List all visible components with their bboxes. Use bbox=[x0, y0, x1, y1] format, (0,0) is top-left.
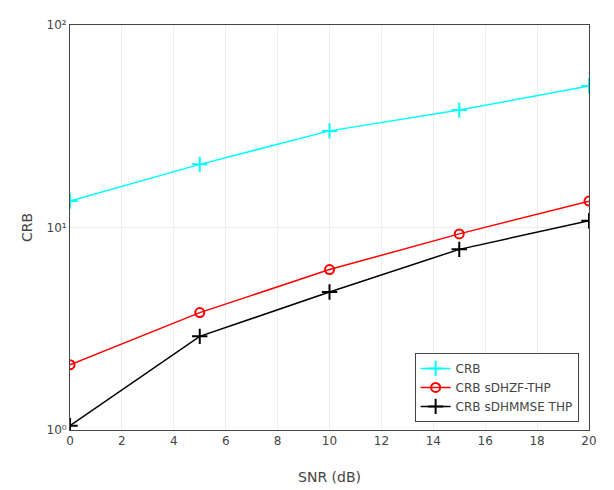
svg-text:18: 18 bbox=[529, 434, 544, 448]
svg-text:10²: 10² bbox=[47, 18, 67, 32]
svg-text:8: 8 bbox=[274, 434, 282, 448]
svg-text:SNR (dB): SNR (dB) bbox=[298, 469, 361, 485]
svg-text:14: 14 bbox=[426, 434, 441, 448]
svg-text:2: 2 bbox=[118, 434, 126, 448]
svg-text:10⁰: 10⁰ bbox=[47, 423, 67, 437]
svg-text:10: 10 bbox=[322, 434, 337, 448]
svg-text:6: 6 bbox=[222, 434, 230, 448]
svg-text:10¹: 10¹ bbox=[47, 221, 67, 235]
svg-text:CRB: CRB bbox=[456, 362, 481, 376]
svg-text:12: 12 bbox=[374, 434, 389, 448]
svg-text:CRB sDHMMSE THP: CRB sDHMMSE THP bbox=[456, 400, 573, 414]
svg-text:CRB: CRB bbox=[19, 213, 35, 242]
svg-text:CRB sDHZF-THP: CRB sDHZF-THP bbox=[456, 381, 551, 395]
svg-text:4: 4 bbox=[170, 434, 178, 448]
svg-text:16: 16 bbox=[478, 434, 493, 448]
svg-text:20: 20 bbox=[581, 434, 596, 448]
svg-text:0: 0 bbox=[66, 434, 74, 448]
